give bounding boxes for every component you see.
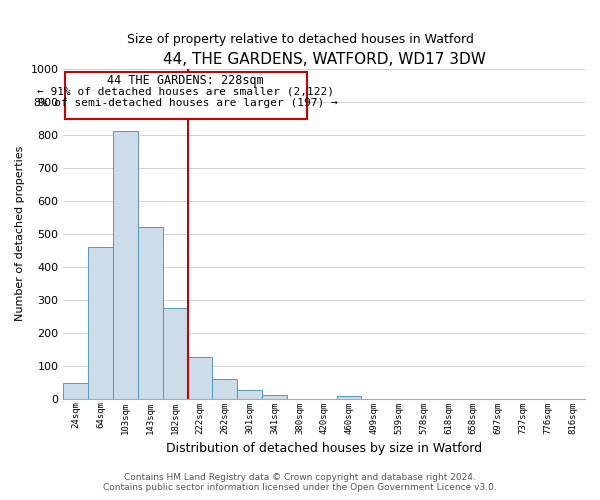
Bar (237, 390, 262, 398)
Text: Contains HM Land Registry data © Crown copyright and database right 2024.
Contai: Contains HM Land Registry data © Crown c… (103, 473, 497, 492)
FancyBboxPatch shape (65, 72, 307, 119)
Bar (64, 383, 88, 398)
Bar (212, 379, 237, 398)
X-axis label: Distribution of detached houses by size in Watford: Distribution of detached houses by size … (166, 442, 482, 455)
Bar (188, 358, 212, 399)
Text: 44 THE GARDENS: 228sqm: 44 THE GARDENS: 228sqm (107, 74, 264, 88)
Bar (138, 227, 163, 398)
Bar (113, 132, 138, 398)
Bar (88, 247, 113, 398)
Bar (262, 394, 287, 398)
Title: 44, THE GARDENS, WATFORD, WD17 3DW: 44, THE GARDENS, WATFORD, WD17 3DW (163, 52, 485, 68)
Text: 8% of semi-detached houses are larger (197) →: 8% of semi-detached houses are larger (1… (34, 98, 338, 108)
Text: Size of property relative to detached houses in Watford: Size of property relative to detached ho… (127, 32, 473, 46)
Text: ← 91% of detached houses are smaller (2,122): ← 91% of detached houses are smaller (2,… (37, 87, 334, 97)
Y-axis label: Number of detached properties: Number of detached properties (15, 146, 25, 322)
Bar (337, 396, 361, 398)
Bar (163, 308, 188, 398)
